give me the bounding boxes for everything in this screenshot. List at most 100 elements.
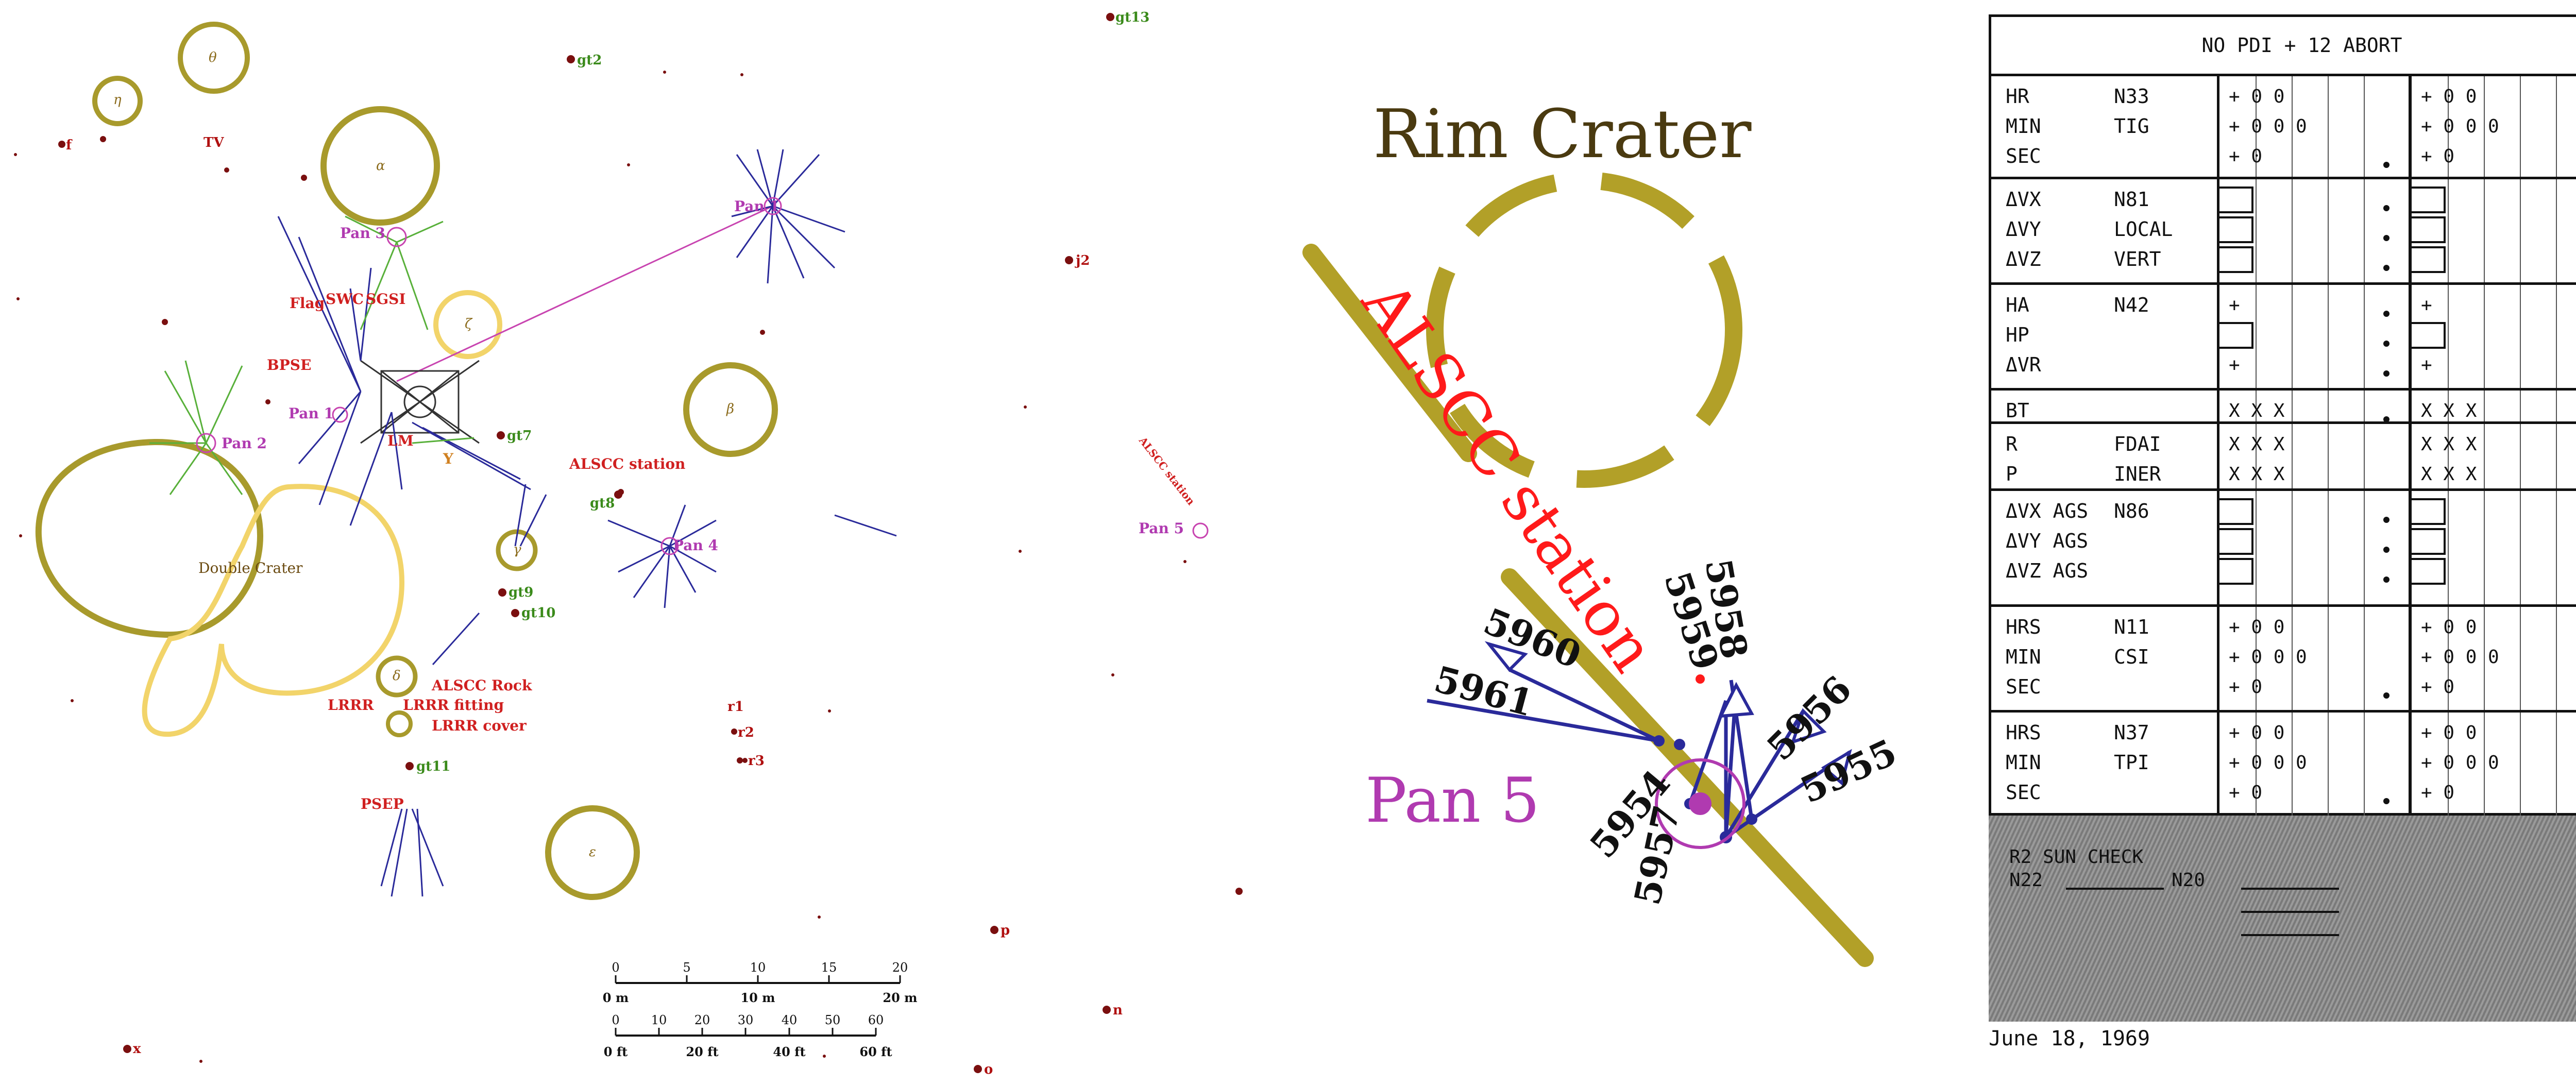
register-group-1: + 0 0 + 0 0 0 + 0 <box>2217 76 2402 177</box>
register-group-1: + + <box>2217 285 2402 388</box>
scale-ft-tick-0: 0 <box>612 1013 619 1027</box>
crater-gamma <box>496 529 538 571</box>
register-value: + 0 0 0 <box>2421 646 2499 668</box>
form-line-noun: N33 <box>2114 85 2149 108</box>
register-value: + 0 0 <box>2421 616 2477 638</box>
crater-edge-upper <box>1302 244 1477 462</box>
register-value: + 0 0 <box>2421 86 2477 107</box>
sun-check-n22: N22 <box>2009 870 2043 891</box>
register-rule <box>2556 491 2557 604</box>
register-group-1 <box>2217 179 2402 282</box>
form-line-label: SEC <box>2006 145 2041 167</box>
scale-ft-tick-10: 10 <box>651 1013 667 1027</box>
register-sign-box <box>2412 322 2446 349</box>
label-pan2: Pan 2 <box>222 435 267 452</box>
crater-delta-small <box>386 710 413 737</box>
form-line: ΔVZ VERT <box>2006 244 2212 274</box>
sun-check-n22-blank <box>2066 888 2164 890</box>
crater-letters: θ η α ζ β γ δ ε <box>113 50 734 860</box>
scale-m-tick-20: 20 <box>892 960 908 975</box>
label-alscc-station: ALSCC station <box>569 455 685 472</box>
register-rule <box>2520 607 2521 710</box>
scale-ft-tick-50: 50 <box>825 1013 841 1027</box>
register-rule <box>2256 391 2257 421</box>
register-rule <box>2292 424 2293 488</box>
label-bpse: BPSE <box>267 357 311 374</box>
register-value: X X X <box>2229 463 2285 485</box>
register-value: + 0 <box>2229 145 2263 167</box>
register-rule <box>2256 491 2257 604</box>
fan-pan3 <box>731 149 845 284</box>
register-group-2: + 0 0 + 0 0 0 + 0 <box>2409 607 2576 710</box>
register-value: + 0 0 <box>2229 722 2285 743</box>
decimal-point <box>2383 416 2389 422</box>
form-section-7: HRS N11 MIN CSI SEC + 0 0 + 0 0 0 + 0 + 0 0 + 0 0… <box>1991 607 2576 713</box>
crater-alpha <box>320 106 440 226</box>
sample-dots <box>58 13 1243 1073</box>
register-rule <box>2556 391 2557 421</box>
register-rule <box>2484 179 2485 282</box>
register-value: + 0 0 0 <box>2421 115 2499 137</box>
register-rule <box>2256 713 2257 816</box>
register-sign-box <box>2219 558 2253 585</box>
form-line: ΔVX AGS N86 <box>2006 496 2212 526</box>
crater-delta <box>376 655 418 698</box>
crater-beta-label: β <box>726 401 734 417</box>
register-rule <box>2256 607 2257 710</box>
form-section-2: ΔVX N81 ΔVY LOCAL ΔVZ VERT <box>1991 179 2576 285</box>
label-r3: r3 <box>748 753 765 769</box>
register-rule <box>2292 491 2293 604</box>
register-rule <box>2520 491 2521 604</box>
form-line: R FDAI <box>2006 429 2212 459</box>
form-line: P INER <box>2006 459 2212 489</box>
decimal-point <box>2383 162 2389 168</box>
checklist-form: NO PDI + 12 ABORT HR N33 MIN TIG SEC + 0 0 + 0… <box>1989 14 2576 818</box>
decimal-point <box>2383 311 2389 317</box>
form-line-noun: INER <box>2114 463 2161 485</box>
double-crater-rim-light <box>142 484 405 737</box>
register-rule <box>2448 491 2449 604</box>
double-crater-rim <box>35 438 264 638</box>
point-labels: f TV gt2 gt13 j2 gt7 gt8 gt9 gt10 gt11 r… <box>66 10 1149 1077</box>
label-flag: Flag <box>290 295 325 312</box>
decimal-point <box>2383 341 2389 347</box>
station-dot <box>1696 674 1705 684</box>
double-crater-label: Double Crater <box>198 560 303 577</box>
fan-pan-lm <box>277 216 531 526</box>
register-rule <box>2328 285 2329 388</box>
register-rule <box>2328 391 2329 421</box>
register-rule <box>2292 179 2293 282</box>
scale-ft-tick-60: 60 <box>868 1013 884 1027</box>
pan-link <box>396 205 773 382</box>
register-rule <box>2520 713 2521 816</box>
scale-m-tick-10: 10 <box>750 960 766 975</box>
label-pan1: Pan 1 <box>289 405 334 422</box>
register-sign-box <box>2412 187 2446 213</box>
photo-fans <box>277 149 897 897</box>
sun-check-n20-blank-1 <box>2241 888 2339 890</box>
register-rule <box>2256 76 2257 177</box>
decimal-point <box>2383 547 2389 553</box>
register-value: X X X <box>2421 400 2477 421</box>
fan-pan4 <box>607 504 717 608</box>
register-rule <box>2484 607 2485 710</box>
register-sign-box <box>2219 528 2253 555</box>
label-lrrr-fitting: LRRR fitting <box>403 697 504 714</box>
pan-labels: Pan 1 Pan 2 Pan 3 Pan 1 Pan 4 Pan 5 <box>222 198 1184 554</box>
register-rule <box>2556 713 2557 816</box>
register-group-2: + 0 0 + 0 0 0 + 0 <box>2409 76 2576 177</box>
register-group-2: + + <box>2409 285 2576 388</box>
form-section-8: HRS N37 MIN TPI SEC + 0 0 + 0 0 0 + 0 + 0 0 + 0 0… <box>1991 713 2576 818</box>
label-gt13: gt13 <box>1115 10 1149 25</box>
fan-psep <box>380 808 444 897</box>
form-line-noun: FDAI <box>2114 433 2161 455</box>
scale-ft-tick-30: 30 <box>738 1013 754 1027</box>
form-line: HA N42 <box>2006 290 2212 320</box>
decimal-point <box>2383 205 2389 211</box>
register-value: X X X <box>2421 463 2477 485</box>
label-sgsi: SGSI <box>366 291 405 308</box>
register-rule <box>2520 391 2521 421</box>
register-rule <box>2520 179 2521 282</box>
form-line-noun: N81 <box>2114 188 2149 211</box>
register-rule <box>2292 285 2293 388</box>
